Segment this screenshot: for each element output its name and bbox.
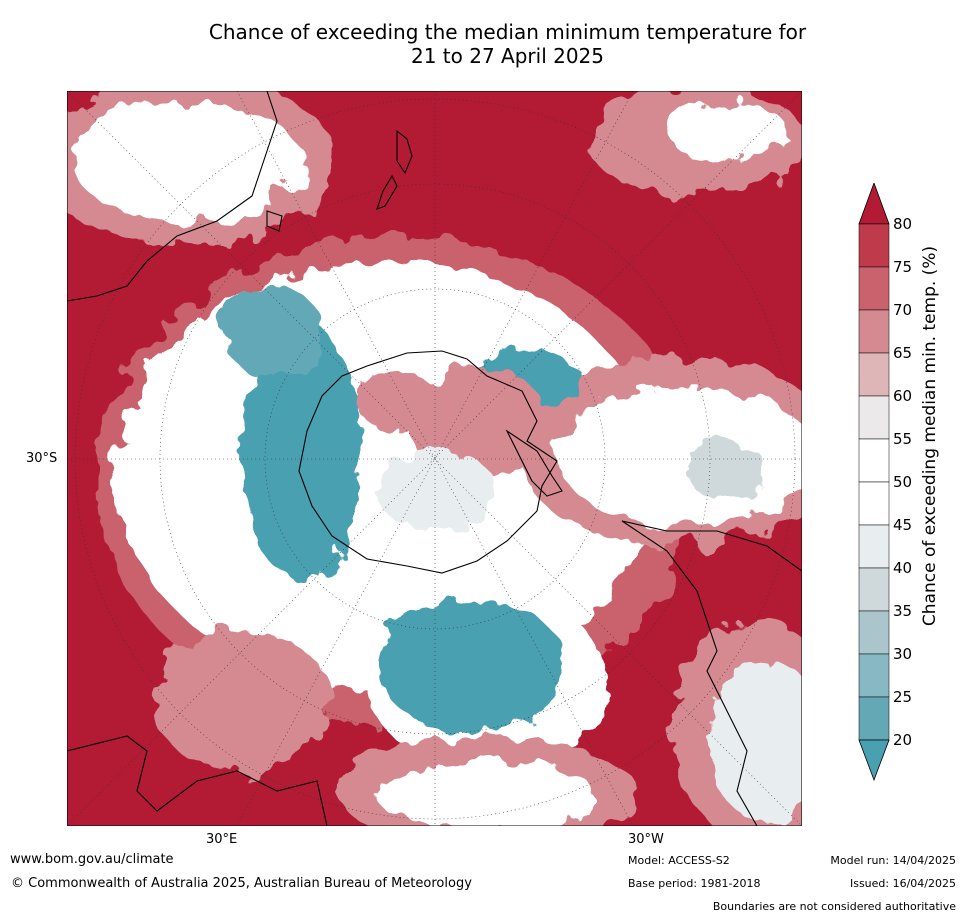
probability-map xyxy=(67,91,802,826)
footer-disclaimer: Boundaries are not considered authoritat… xyxy=(712,900,956,913)
colorbar-band-45-50 xyxy=(858,481,890,526)
footer-base-period: Base period: 1981-2018 xyxy=(628,877,761,890)
title-line-2: 21 to 27 April 2025 xyxy=(410,44,605,68)
colorbar-tick: 80 xyxy=(893,215,913,233)
chart-title: Chance of exceeding the median minimum t… xyxy=(0,20,965,68)
coastlines xyxy=(67,91,802,826)
colorbar-band-60-65 xyxy=(858,352,890,397)
colorbar-title: Chance of exceeding median min. temp. (%… xyxy=(920,245,940,627)
colorbar-tick: 40 xyxy=(893,559,913,577)
colorbar-tick: 35 xyxy=(893,602,913,620)
colorbar-tick: 45 xyxy=(893,516,913,534)
colorbar-tick: 65 xyxy=(893,344,913,362)
colorbar-tick: 70 xyxy=(893,301,913,319)
title-line-1: Chance of exceeding the median minimum t… xyxy=(208,20,807,44)
colorbar-band-70-75 xyxy=(858,266,890,311)
lat-label-30s: 30°S xyxy=(26,451,58,466)
colorbar-band-20-25 xyxy=(858,696,890,741)
colorbar-band-65-70 xyxy=(858,309,890,354)
lon-label-30e: 30°E xyxy=(206,832,238,847)
footer-model-run: Model run: 14/04/2025 xyxy=(830,854,956,867)
colorbar-tick: 50 xyxy=(893,473,913,491)
colorbar-band-40-45 xyxy=(858,524,890,569)
colorbar-band-50-55 xyxy=(858,438,890,483)
colorbar-tick: 60 xyxy=(893,387,913,405)
colorbar-band-35-40 xyxy=(858,567,890,612)
footer-copyright: © Commonwealth of Australia 2025, Austra… xyxy=(11,876,472,891)
colorbar-band-25-30 xyxy=(858,653,890,698)
colorbar-tick: 30 xyxy=(893,645,913,663)
footer-issued: Issued: 16/04/2025 xyxy=(849,877,956,890)
colorbar-tick: 55 xyxy=(893,430,913,448)
footer-url[interactable]: www.bom.gov.au/climate xyxy=(10,852,174,867)
lon-label-30w: 30°W xyxy=(628,832,664,847)
colorbar-tick: 20 xyxy=(893,731,913,749)
graticule xyxy=(67,91,802,826)
colorbar-tick: 75 xyxy=(893,258,913,276)
colorbar xyxy=(858,181,890,782)
colorbar-tick: 25 xyxy=(893,688,913,706)
colorbar-extend-bottom xyxy=(858,739,890,782)
colorbar-band-30-35 xyxy=(858,610,890,655)
colorbar-band-75-80 xyxy=(858,223,890,268)
colorbar-band-55-60 xyxy=(858,395,890,440)
colorbar-extend-top xyxy=(858,181,890,225)
footer-model: Model: ACCESS-S2 xyxy=(628,854,730,867)
